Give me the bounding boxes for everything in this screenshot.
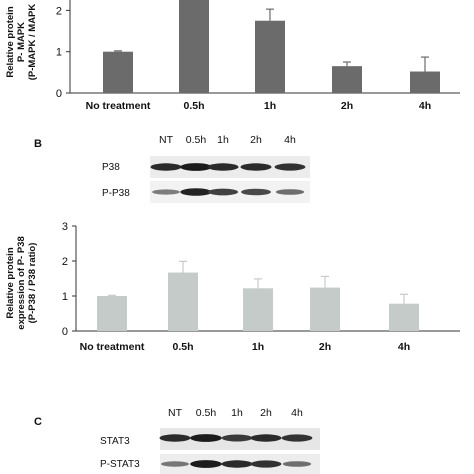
x-tick-label: 0.5h [183,100,204,112]
chart-b-ylabel: Relative protein expression of P- P38 (P-P… [5,236,38,329]
blot-row-label: P38 [102,162,120,173]
x-tick-label: 4h [398,341,410,353]
blot-row-label: P-P38 [102,188,130,199]
lane-label: 1h [217,134,229,146]
y-tick-label: 1 [62,291,68,303]
x-tick-label: 2h [319,341,331,353]
x-tick-label: 1h [264,100,276,112]
lane-label: 0.5h [196,407,217,419]
blot-band [160,461,190,467]
bar [255,20,285,93]
x-tick-label: No treatment [86,100,151,112]
lane-label: 1h [231,407,243,419]
bar [389,303,419,331]
bar [310,287,340,331]
lane-label: 0.5h [186,134,207,146]
blot-band [207,188,239,196]
panel-label-b: B [34,138,42,150]
x-tick-label: 0.5h [172,341,193,353]
bar [97,296,127,331]
blot-band [250,434,282,442]
blot-row-label: P-STAT3 [100,459,140,470]
y-tick-label: 3 [62,221,68,233]
y-axis-label-line: Relative protein [5,6,16,77]
y-axis-label-line: (P-MAPK / MAPK [27,4,38,81]
y-tick-label: 2 [62,256,68,268]
y-axis-label-line: (P-P38 / P38 ratio) [27,243,38,324]
lane-label: 2h [260,407,272,419]
western-blot-c: NT 0.5h 1h 2h 4h STAT3 P-STAT3 [100,407,320,474]
blot-band [152,189,180,195]
blot-band [190,460,222,468]
y-tick-label: 2 [56,5,62,17]
western-blot-b: NT 0.5h 1h 2h 4h P38 P-P38 [102,134,310,203]
bar [410,71,440,93]
blot-band [180,163,212,171]
bar [332,66,362,93]
blot-band [159,434,191,442]
lane-label: 4h [284,134,296,146]
lane-label: 2h [250,134,262,146]
blot-row-label: STAT3 [100,436,130,447]
x-tick-label: 2h [341,100,353,112]
chart-a: Relative protein P- MAPK (P-MAPK / MAPK 0 1… [5,0,460,112]
bar [243,288,273,331]
y-axis-label-line: P- MAPK [16,22,27,62]
y-tick-label: 0 [62,326,68,338]
blot-band [221,460,253,468]
blot-band [207,163,239,171]
blot-band [241,188,271,196]
panel-label-c: C [34,416,42,428]
lane-label: NT [168,407,183,419]
blot-band [274,163,306,171]
blot-band [281,434,313,442]
chart-b: Relative protein expression of P- P38 (P-P… [5,221,460,353]
blot-band [250,460,282,468]
chart-a-ylabel: Relative protein P- MAPK (P-MAPK / MAPK [5,4,38,81]
lane-label: 4h [291,407,303,419]
y-tick-label: 0 [56,88,62,100]
x-tick-label: No treatment [80,341,145,353]
blot-band [282,461,312,467]
blot-band [150,163,182,171]
x-tick-label: 4h [419,100,431,112]
blot-band [190,434,222,442]
bar [168,272,198,331]
blot-band [275,189,305,195]
y-axis-label-line: Relative protein [5,247,16,318]
blot-band [240,163,272,171]
y-tick-label: 1 [56,47,62,59]
x-tick-label: 1h [252,341,264,353]
blot-band [221,434,253,442]
bar [179,0,209,93]
blot-band [180,188,212,196]
y-axis-label-line: expression of P- P38 [16,236,27,329]
lane-label: NT [159,134,174,146]
bar [103,51,133,93]
